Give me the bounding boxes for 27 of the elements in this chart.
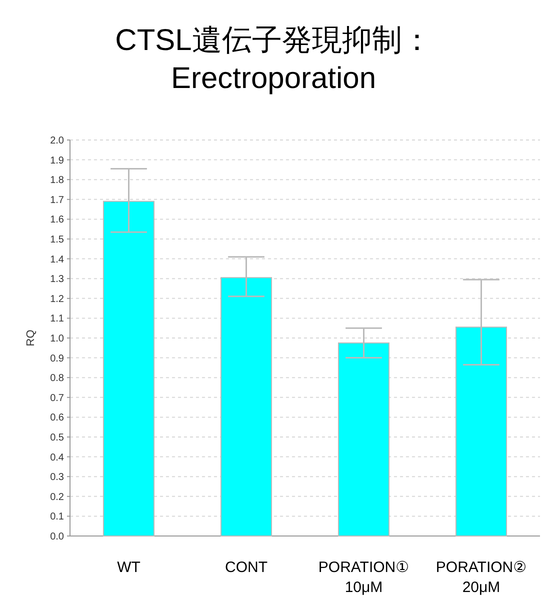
xtick: WT bbox=[117, 559, 140, 576]
title: CTSL遺伝子発現抑制： Erectroporation bbox=[115, 24, 432, 95]
ytick: 1.9 bbox=[50, 155, 64, 166]
xtick: PORATION② 20μM bbox=[436, 559, 527, 596]
ytick: 0.0 bbox=[50, 532, 64, 542]
ytick: 0.4 bbox=[50, 452, 64, 464]
ytick: 0.1 bbox=[50, 512, 64, 523]
ytick: 1.6 bbox=[50, 214, 64, 226]
ytick: 1.8 bbox=[50, 175, 64, 186]
ytick: 0.7 bbox=[50, 392, 64, 404]
ytick: 0.3 bbox=[50, 472, 64, 484]
ytick: 0.6 bbox=[50, 412, 64, 424]
ytick: 0.9 bbox=[50, 353, 64, 364]
ytick: 0.5 bbox=[50, 432, 64, 444]
ytick: 1.5 bbox=[50, 234, 64, 246]
xtick: PORATION① 10μM bbox=[318, 559, 410, 596]
ytick: 0.2 bbox=[50, 492, 64, 503]
ytick: 1.1 bbox=[50, 314, 64, 325]
ytick: 1.7 bbox=[50, 194, 64, 206]
ytick: 1.4 bbox=[50, 254, 64, 266]
ytick: 1.0 bbox=[50, 334, 64, 344]
ytick: 2.0 bbox=[50, 136, 64, 146]
ytick: 1.2 bbox=[50, 294, 64, 305]
ylabel: RQ bbox=[25, 330, 37, 346]
ytick: 1.3 bbox=[50, 274, 64, 286]
ytick: 0.8 bbox=[50, 373, 64, 384]
xtick: CONT bbox=[225, 559, 268, 576]
